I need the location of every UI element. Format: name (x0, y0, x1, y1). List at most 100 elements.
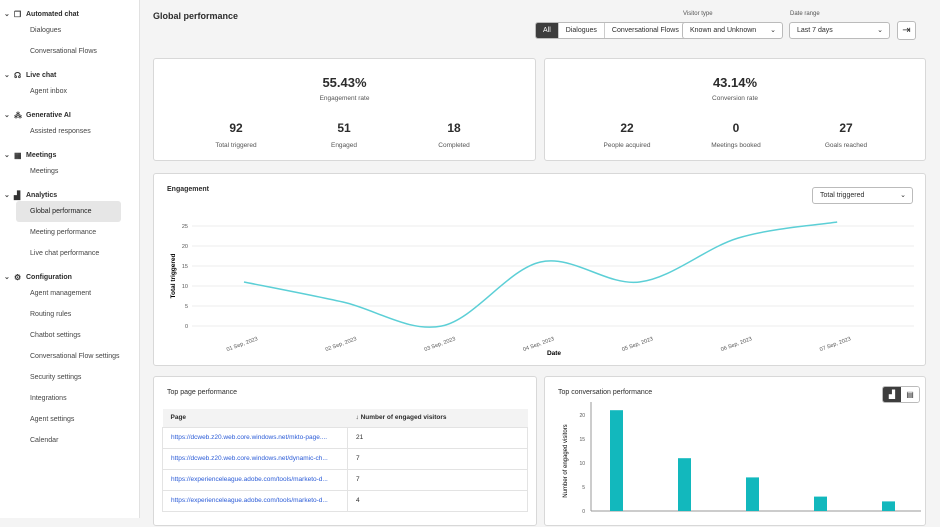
stat-value: 22 (567, 121, 687, 135)
sidebar-item-global-performance[interactable]: Global performance (16, 201, 121, 222)
page-cell: https://experienceleague.adobe.com/tools… (163, 490, 348, 511)
chevron-down-icon: ⌄ (877, 23, 883, 38)
engaged-visitors-count: 7 (348, 448, 528, 469)
sidebar-item-security-settings[interactable]: Security settings (16, 367, 121, 388)
y-tick-label: 5 (185, 304, 188, 310)
visitor-type-select[interactable]: Known and Unknown ⌄ (682, 22, 783, 39)
engagement-rate: 55.43% (154, 75, 535, 90)
stat-value: 27 (786, 121, 906, 135)
chevron-down-icon: ⌄ (4, 71, 14, 79)
chevron-down-icon: ⌄ (770, 23, 776, 38)
sidebar-item-agent-settings[interactable]: Agent settings (16, 409, 121, 430)
ai-network-icon: ⁂ (14, 111, 26, 120)
stat-people-acquired: 22 People acquired (567, 121, 687, 149)
sidebar-item-calendar[interactable]: Calendar (16, 430, 121, 451)
page-link[interactable]: https://dcweb.z20.web.core.windows.net/m… (171, 434, 327, 441)
x-tick-label: 03 Sep, 2023 (424, 336, 457, 353)
y-tick-label: 5 (582, 485, 585, 491)
table-row: https://dcweb.z20.web.core.windows.net/d… (163, 448, 528, 469)
column-header-engaged-visitors[interactable]: ↓ Number of engaged visitors (348, 409, 528, 427)
engaged-visitors-count: 21 (348, 427, 528, 448)
sidebar-item-agent-inbox[interactable]: Agent inbox (16, 81, 121, 102)
top-page-table: Page ↓ Number of engaged visitors https:… (162, 409, 528, 512)
stat-goals-reached: 27 Goals reached (786, 121, 906, 149)
bar (882, 501, 895, 511)
sidebar-section-live-chat[interactable]: ⌄☊Live chat (4, 69, 139, 81)
page-cell: https://dcweb.z20.web.core.windows.net/m… (163, 427, 348, 448)
page-title: Global performance (153, 11, 238, 21)
page-link[interactable]: https://dcweb.z20.web.core.windows.net/d… (171, 455, 328, 462)
stat-value: 18 (394, 121, 514, 135)
sidebar-item-assisted-responses[interactable]: Assisted responses (16, 121, 121, 142)
sidebar-section-configuration[interactable]: ⌄⚙Configuration (4, 271, 139, 283)
y-tick-label: 15 (182, 264, 188, 270)
engaged-visitors-count: 7 (348, 469, 528, 490)
stat-label: Goals reached (786, 142, 906, 149)
sidebar-section-analytics[interactable]: ⌄▟Analytics (4, 189, 139, 201)
sidebar-item-live-chat-performance[interactable]: Live chat performance (16, 243, 121, 264)
y-tick-label: 25 (182, 224, 188, 230)
bar (678, 458, 691, 511)
sidebar-item-integrations[interactable]: Integrations (16, 388, 121, 409)
page-link[interactable]: https://experienceleague.adobe.com/tools… (171, 476, 328, 483)
sidebar-item-meetings[interactable]: Meetings (16, 161, 121, 182)
sidebar-item-conversational-flow-settings[interactable]: Conversational Flow settings (16, 346, 121, 367)
stat-label: Meetings booked (676, 142, 796, 149)
sidebar-section-label: Configuration (26, 274, 72, 281)
table-row: https://experienceleague.adobe.com/tools… (163, 469, 528, 490)
conversion-rate: 43.14% (545, 75, 925, 90)
y-tick-label: 0 (185, 324, 188, 330)
sidebar-item-agent-management[interactable]: Agent management (16, 283, 121, 304)
sidebar-section-generative-ai[interactable]: ⌄⁂Generative AI (4, 109, 139, 121)
y-tick-label: 20 (182, 244, 188, 250)
content-filter: All Dialogues Conversational Flows (535, 22, 687, 39)
sidebar-item-chatbot-settings[interactable]: Chatbot settings (16, 325, 121, 346)
headset-icon: ☊ (14, 71, 26, 80)
filter-all[interactable]: All (536, 23, 559, 38)
top-page-card: Top page performance Page ↓ Number of en… (153, 376, 537, 526)
chevron-down-icon: ⌄ (4, 273, 14, 281)
y-axis-title: Total triggered (170, 253, 177, 298)
y-axis-title: Number of engaged visitors (563, 424, 569, 497)
sidebar-section-automated-chat[interactable]: ⌄❐Automated chat (4, 8, 139, 20)
visitor-type-value: Known and Unknown (690, 27, 756, 34)
filter-dialogues[interactable]: Dialogues (559, 23, 605, 38)
column-header-label: Number of engaged visitors (361, 414, 447, 421)
sidebar-section-label: Meetings (26, 152, 56, 159)
sidebar-section-meetings[interactable]: ⌄▦Meetings (4, 149, 139, 161)
conversion-rate-label: Conversion rate (545, 95, 925, 102)
sidebar-item-meeting-performance[interactable]: Meeting performance (16, 222, 121, 243)
sidebar-section-label: Live chat (26, 72, 56, 79)
bar (814, 497, 827, 511)
y-tick-label: 15 (579, 437, 585, 443)
stat-value: 92 (176, 121, 296, 135)
stat-label: People acquired (567, 142, 687, 149)
chat-bot-icon: ❐ (14, 10, 26, 19)
engagement-line (244, 222, 837, 327)
sidebar-item-routing-rules[interactable]: Routing rules (16, 304, 121, 325)
sidebar-section-label: Generative AI (26, 112, 71, 119)
date-range-label: Date range (790, 11, 820, 17)
sidebar-section-label: Analytics (26, 192, 57, 199)
date-range-select[interactable]: Last 7 days⌄ (789, 22, 890, 39)
sidebar-item-conversational-flows[interactable]: Conversational Flows (16, 41, 121, 62)
export-icon: ⇥ (902, 25, 910, 36)
conversion-summary-card: 43.14% Conversion rate 22 People acquired… (544, 58, 926, 161)
column-header-page[interactable]: Page (163, 409, 348, 427)
page-cell: https://experienceleague.adobe.com/tools… (163, 469, 348, 490)
table-row: https://dcweb.z20.web.core.windows.net/m… (163, 427, 528, 448)
page-link[interactable]: https://experienceleague.adobe.com/tools… (171, 497, 328, 504)
export-button[interactable]: ⇥ (897, 21, 916, 40)
sidebar-item-dialogues[interactable]: Dialogues (16, 20, 121, 41)
filter-conversational-flows[interactable]: Conversational Flows (605, 23, 686, 38)
table-row: https://experienceleague.adobe.com/tools… (163, 490, 528, 511)
y-tick-label: 0 (582, 509, 585, 515)
chevron-down-icon: ⌄ (4, 191, 14, 199)
gear-icon: ⚙ (14, 273, 26, 282)
